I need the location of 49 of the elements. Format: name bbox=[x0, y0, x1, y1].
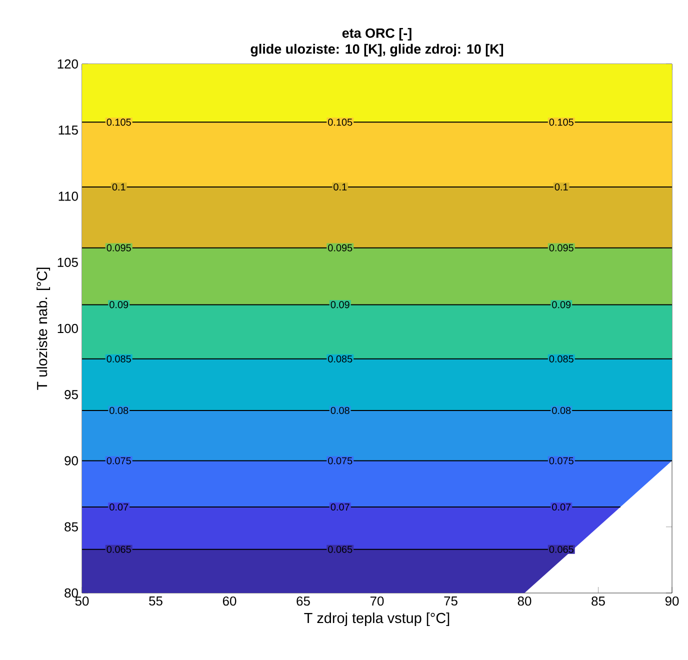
text: 0.095 bbox=[328, 244, 352, 252]
text: 0.065 bbox=[328, 546, 352, 553]
series-label: 0.065 bbox=[106, 546, 131, 553]
y-tick-label: 115 bbox=[58, 126, 78, 135]
text: 0.1 bbox=[554, 183, 568, 191]
legend-label: 0.075 bbox=[106, 457, 131, 464]
text: 0.085 bbox=[328, 355, 352, 362]
y-tick-label: 120 bbox=[58, 59, 78, 69]
x-tick-label: 55 bbox=[149, 596, 162, 606]
text: 0.095 bbox=[549, 244, 574, 252]
y-tick-label: 105 bbox=[58, 258, 78, 267]
x-tick-label: 50 bbox=[75, 596, 89, 606]
series-label: 0.1 bbox=[112, 183, 126, 191]
x-tick-label: 80 bbox=[518, 596, 532, 606]
series-label: 0.095 bbox=[106, 244, 131, 252]
text: 0.105 bbox=[328, 118, 352, 126]
chart-title: eta ORC [-] bbox=[342, 28, 412, 41]
text: 0.105 bbox=[549, 118, 574, 126]
text: 0.07 bbox=[552, 504, 571, 511]
x-tick-label: 75 bbox=[444, 596, 458, 606]
y-tick-label: 85 bbox=[64, 522, 78, 532]
text: 0.085 bbox=[549, 355, 574, 362]
text: 0.075 bbox=[549, 457, 574, 464]
text: 0.07 bbox=[330, 504, 350, 511]
y-tick-label: 110 bbox=[58, 192, 78, 201]
series-label: 0.08 bbox=[110, 406, 128, 414]
text: 0.09 bbox=[552, 301, 571, 308]
y-tick-label: 100 bbox=[58, 324, 78, 334]
series-label: 0.09 bbox=[110, 301, 128, 308]
x-tick-label: 65 bbox=[296, 596, 310, 606]
series-label: 0.105 bbox=[106, 118, 131, 126]
y-tick-label: 90 bbox=[64, 456, 78, 466]
x-tick-label: 60 bbox=[222, 596, 236, 606]
text: 0.075 bbox=[328, 457, 352, 464]
text: 0.08 bbox=[330, 406, 350, 414]
text: 0.09 bbox=[330, 301, 350, 308]
y-axis-title: T uloziste nab. [°C] bbox=[36, 268, 50, 390]
text: 0.08 bbox=[552, 406, 571, 414]
x-tick-label: 85 bbox=[592, 596, 605, 606]
y-tick-label: 80 bbox=[64, 588, 78, 598]
y-tick-label: 95 bbox=[64, 390, 78, 400]
series-label: 0.085 bbox=[106, 355, 131, 362]
text: 0.1 bbox=[334, 183, 347, 191]
x-tick-label: 90 bbox=[665, 596, 679, 606]
x-axis-title: T zdroj tepla vstup [°C] bbox=[304, 612, 450, 626]
text: 0.065 bbox=[549, 546, 574, 553]
series-label: 0.07 bbox=[110, 504, 128, 511]
chart-subtitle: glide uloziste: 10 [K], glide zdroj: 10 [K] bbox=[250, 44, 504, 56]
x-tick-label: 70 bbox=[370, 596, 384, 606]
